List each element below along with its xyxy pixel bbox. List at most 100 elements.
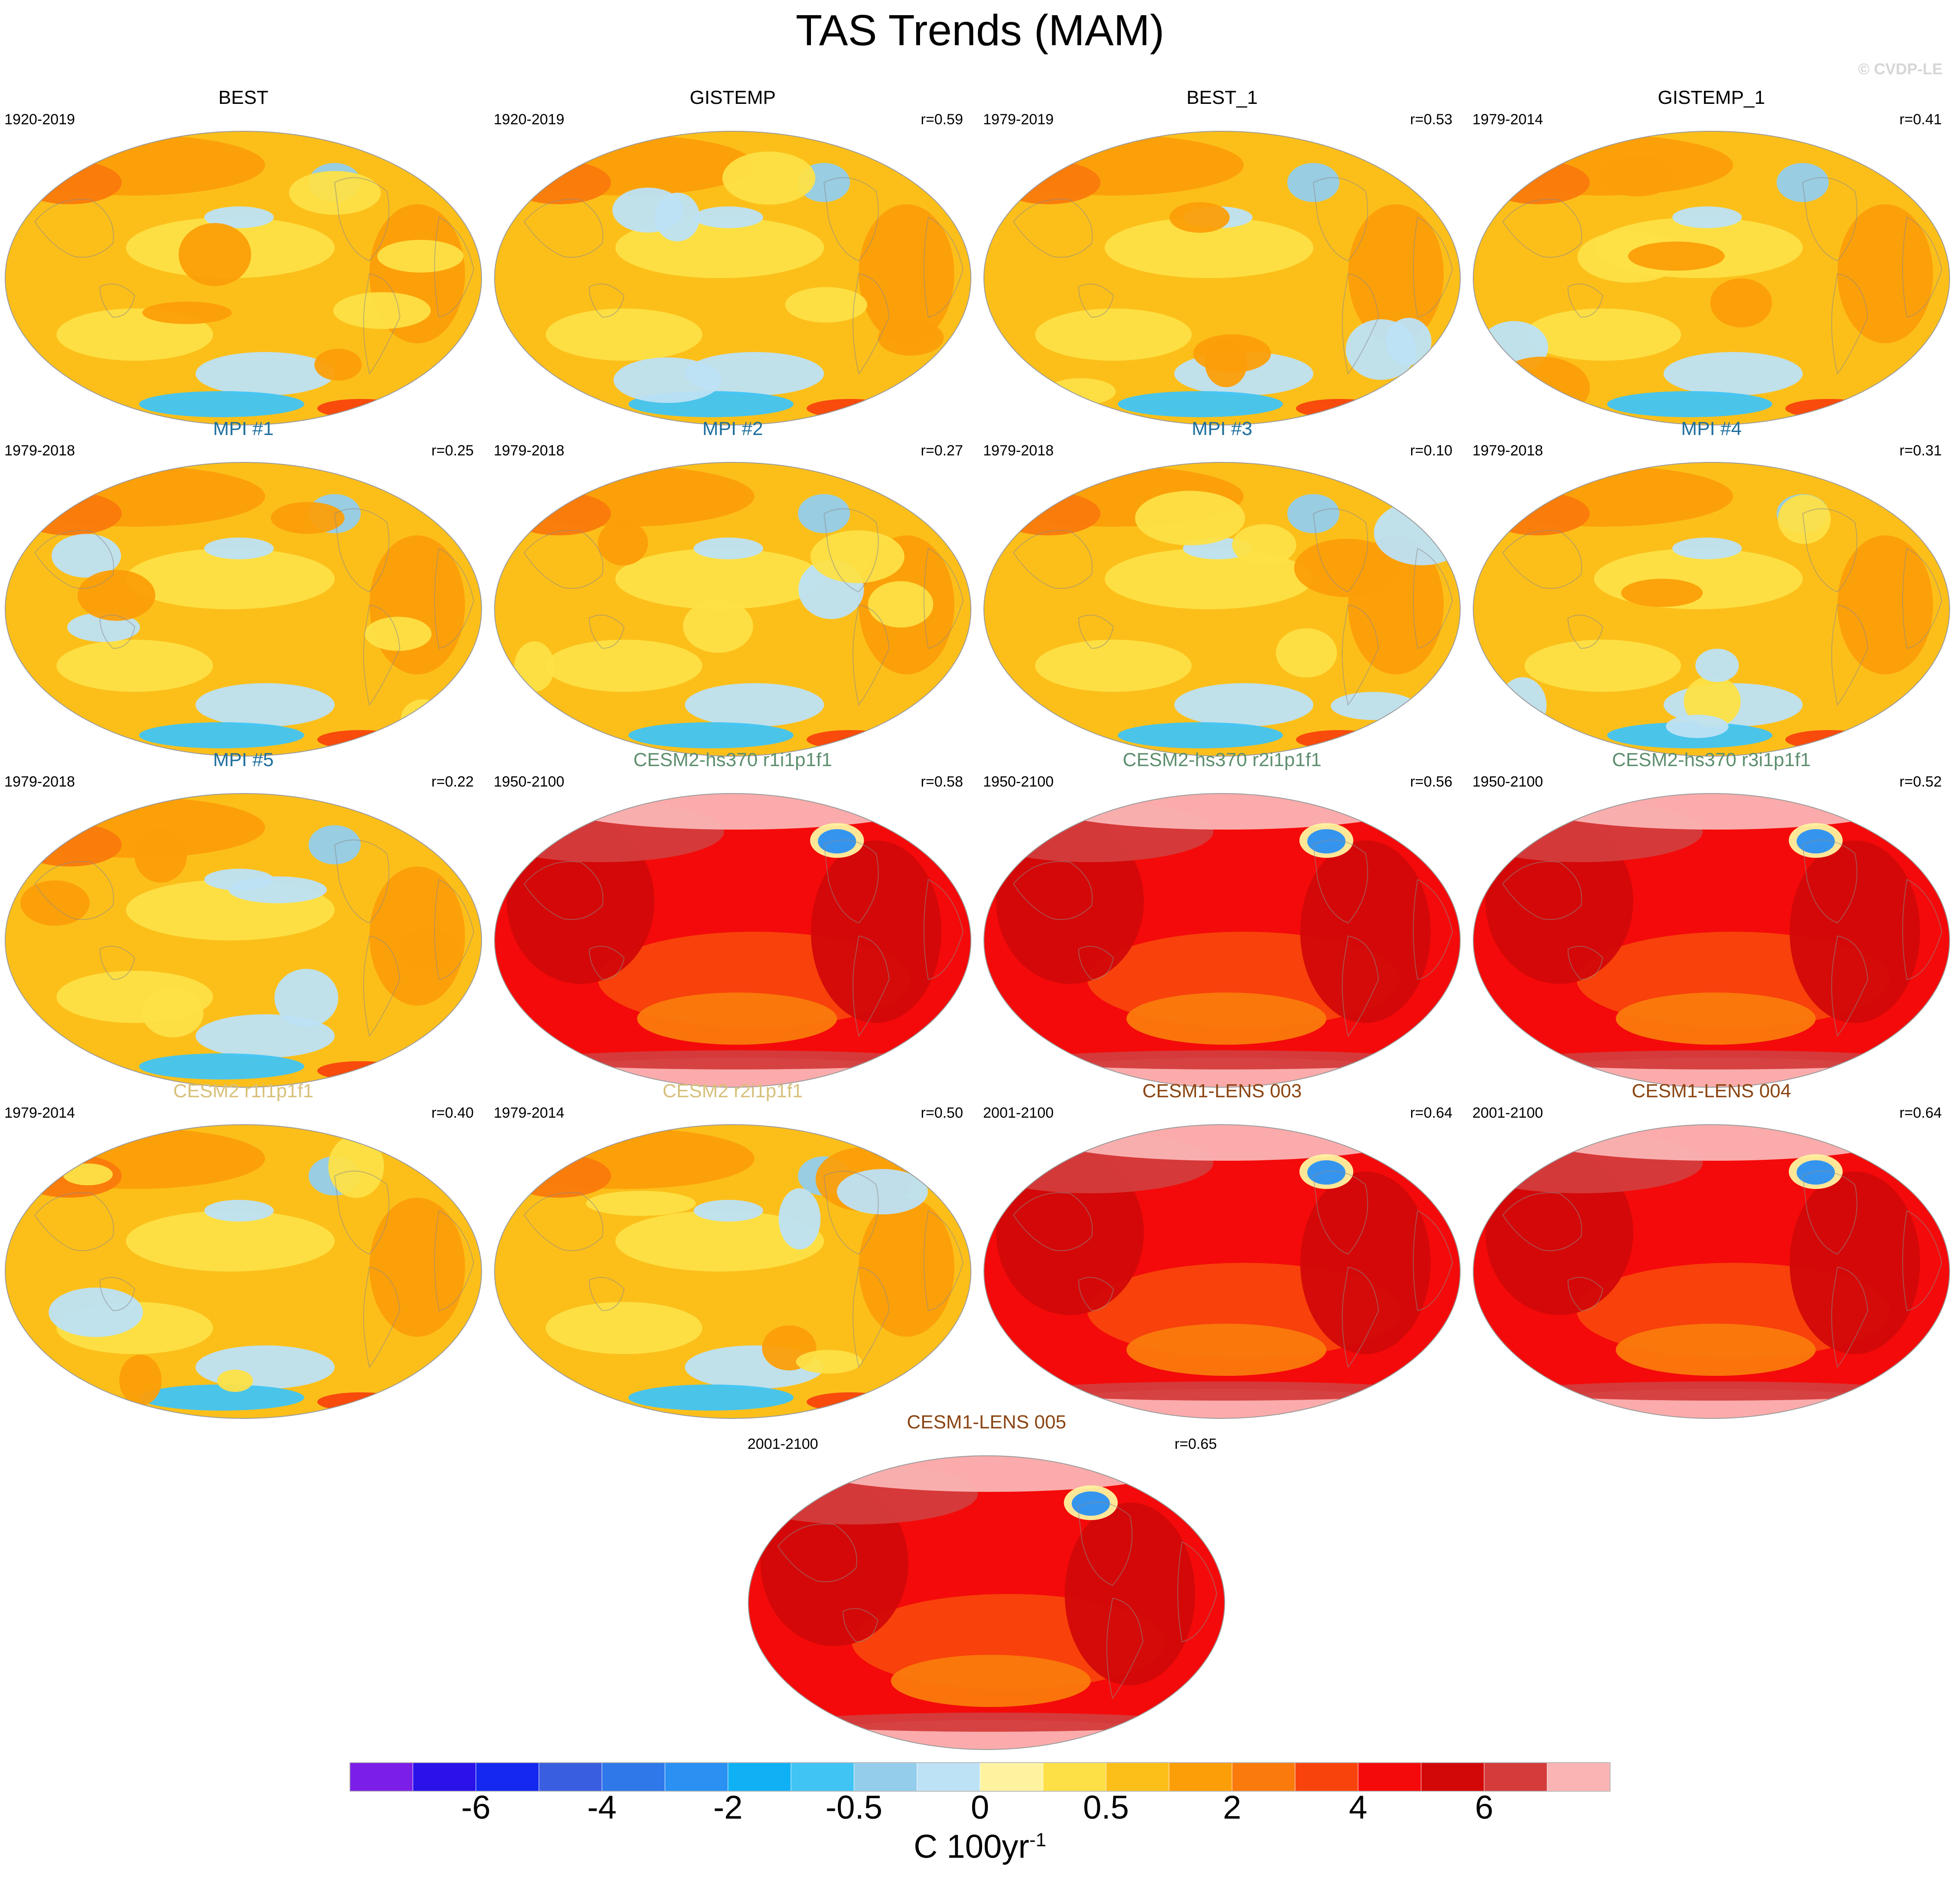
colorbar-swatch (791, 1762, 854, 1792)
panel-correlation: r=0.58 (920, 774, 963, 790)
panel-correlation: r=0.22 (431, 774, 474, 790)
map-panel: CESM2-hs370 r2i1p1f1 1950-2100 r=0.56 (983, 749, 1461, 1088)
colorbar-swatch (980, 1762, 1043, 1792)
colorbar-swatch (854, 1762, 917, 1792)
map-panel: CESM2 r1i1p1f1 1979-2014 r=0.40 (4, 1080, 482, 1419)
panel-correlation: r=0.65 (1174, 1436, 1217, 1452)
panel-period: 1920-2019 (494, 111, 565, 128)
panel-title: MPI #2 (702, 418, 763, 439)
panel-correlation: r=0.27 (920, 442, 963, 459)
colorbar-swatch (601, 1762, 665, 1792)
map-panel: GISTEMP 1920-2019 r=0.59 (494, 87, 972, 425)
panel-title: CESM1-LENS 005 (907, 1411, 1066, 1433)
panel-period: 1979-2018 (494, 442, 565, 459)
colorbar-tick-label: 2 (1223, 1789, 1242, 1826)
colorbar-tick-label: -0.5 (825, 1789, 883, 1826)
colorbar-tick-label: 4 (1349, 1789, 1368, 1826)
trend-map (5, 131, 482, 425)
panel-title: MPI #1 (213, 418, 274, 439)
panel-title: CESM2-hs370 r3i1p1f1 (1612, 749, 1811, 770)
panel-period: 1920-2019 (4, 111, 75, 128)
colorbar-tick-label: -6 (461, 1789, 491, 1826)
colorbar-tick-label: -4 (587, 1789, 617, 1826)
map-panel: CESM2-hs370 r3i1p1f1 1950-2100 r=0.52 (1472, 749, 1950, 1088)
panel-correlation: r=0.41 (1899, 111, 1942, 128)
panel-period: 1979-2014 (494, 1105, 565, 1121)
colorbar-swatch (1106, 1762, 1169, 1792)
panel-title: CESM1-LENS 004 (1631, 1080, 1791, 1102)
trend-map (983, 1124, 1461, 1419)
panel-title: MPI #5 (213, 749, 274, 770)
panel-correlation: r=0.40 (431, 1105, 474, 1121)
map-panel: CESM2-hs370 r1i1p1f1 1950-2100 r=0.58 (494, 749, 972, 1088)
panel-correlation: r=0.59 (920, 111, 963, 128)
map-panel: MPI #2 1979-2018 r=0.27 (494, 418, 972, 757)
trend-map (748, 1455, 1225, 1750)
trend-map (1473, 793, 1950, 1088)
panel-title: BEST (218, 87, 269, 108)
colorbar-swatch (412, 1762, 476, 1792)
panel-period: 1950-2100 (1472, 774, 1543, 790)
panel-period: 2001-2100 (747, 1436, 818, 1452)
trend-map (494, 793, 971, 1088)
panel-period: 1950-2100 (983, 774, 1054, 790)
panel-correlation: r=0.50 (920, 1105, 963, 1121)
panel-correlation: r=0.64 (1410, 1105, 1452, 1121)
colorbar-swatch (1484, 1762, 1548, 1792)
panel-period: 1979-2018 (1472, 442, 1543, 459)
trend-map (983, 131, 1461, 425)
panel-title: CESM2-hs370 r2i1p1f1 (1123, 749, 1322, 770)
watermark: © CVDP-LE (1858, 60, 1943, 78)
units-exponent: -1 (1029, 1829, 1046, 1851)
map-panel: MPI #3 1979-2018 r=0.10 (983, 418, 1461, 757)
panel-period: 2001-2100 (1472, 1105, 1543, 1121)
panel-period: 2001-2100 (983, 1105, 1054, 1121)
map-panel: MPI #5 1979-2018 r=0.22 (4, 749, 482, 1088)
panel-title: GISTEMP_1 (1658, 87, 1765, 108)
colorbar-tick-label: 0.5 (1083, 1789, 1129, 1826)
trend-map (1473, 462, 1950, 757)
map-panel: MPI #4 1979-2018 r=0.31 (1472, 418, 1950, 757)
trend-map (983, 793, 1461, 1088)
panel-period: 1979-2014 (4, 1105, 75, 1121)
panel-title: BEST_1 (1186, 87, 1258, 108)
panel-title: CESM1-LENS 003 (1142, 1080, 1302, 1102)
colorbar-swatch (1295, 1762, 1359, 1792)
colorbar-tick-label: 6 (1475, 1789, 1494, 1826)
panel-title: GISTEMP (689, 87, 776, 108)
panel-correlation: r=0.53 (1410, 111, 1452, 128)
panel-correlation: r=0.52 (1899, 774, 1942, 790)
panel-correlation: r=0.56 (1410, 774, 1452, 790)
colorbar-swatch (1358, 1762, 1422, 1792)
trend-map (5, 462, 482, 757)
map-panel: CESM1-LENS 003 2001-2100 r=0.64 (983, 1080, 1461, 1419)
trend-map (494, 131, 971, 425)
panel-title: CESM2 r2i1p1f1 (662, 1080, 803, 1102)
trend-map (1473, 1124, 1950, 1419)
panel-title: MPI #3 (1192, 418, 1252, 439)
panel-period: 1979-2014 (1472, 111, 1543, 128)
figure-title: TAS Trends (MAM) (795, 6, 1165, 55)
units-label: C 100yr (914, 1828, 1030, 1865)
colorbar (349, 1762, 1611, 1792)
colorbar-swatch (1043, 1762, 1106, 1792)
colorbar-swatch (1169, 1762, 1232, 1792)
map-panel: BEST_1 1979-2019 r=0.53 (983, 87, 1461, 425)
trend-map (494, 462, 971, 757)
map-panel: CESM1-LENS 004 2001-2100 r=0.64 (1472, 1080, 1950, 1419)
map-panel: BEST 1920-2019 (4, 87, 482, 425)
trend-map (1473, 131, 1950, 425)
colorbar-swatch (1232, 1762, 1296, 1792)
panel-period: 1979-2019 (983, 111, 1054, 128)
map-panel: CESM2 r2i1p1f1 1979-2014 r=0.50 (494, 1080, 972, 1419)
colorbar-ticks: -6 -4 -2 -0.5 0 0.5 2 4 6 (0, 1790, 1960, 1825)
colorbar-swatch (1547, 1762, 1611, 1792)
trend-map (983, 462, 1461, 757)
map-panel: GISTEMP_1 1979-2014 r=0.41 (1472, 87, 1950, 425)
trend-map (5, 1124, 482, 1419)
panel-period: 1979-2018 (4, 442, 75, 459)
colorbar-tick-label: 0 (970, 1789, 990, 1826)
trend-map (494, 1124, 971, 1419)
panel-correlation: r=0.25 (431, 442, 474, 459)
panel-title: CESM2 r1i1p1f1 (173, 1080, 314, 1102)
